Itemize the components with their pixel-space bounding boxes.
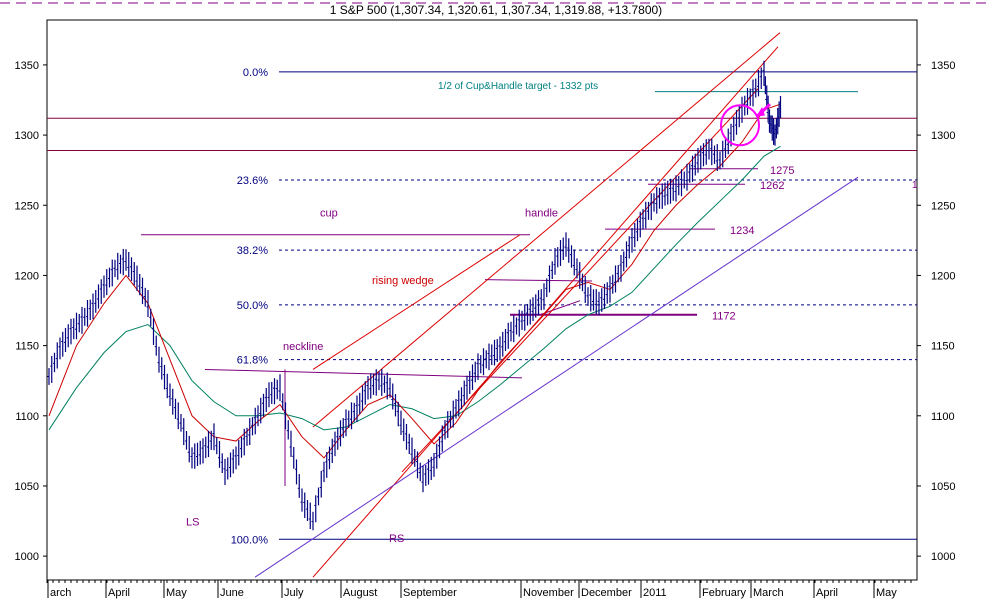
x-tick-label: November <box>523 587 574 599</box>
fib-label: 23.6% <box>237 175 268 187</box>
y-tick-label-right: 1350 <box>931 60 955 72</box>
x-tick-label: March <box>753 587 784 599</box>
y-tick-label-left: 1150 <box>15 341 39 353</box>
level-label: 1172 <box>712 311 736 323</box>
channel-upper <box>312 32 781 428</box>
long-trendline <box>254 176 859 578</box>
x-tick-label: April <box>816 587 838 599</box>
pointer-arrow-head <box>756 107 765 117</box>
y-tick-label-left: 1050 <box>15 481 39 493</box>
channel-upper-inner <box>312 234 521 370</box>
x-tick-label: July <box>284 587 304 599</box>
highlight-circle <box>720 104 760 147</box>
fib-label: 0.0% <box>243 67 268 79</box>
ma-fast-line <box>48 103 781 459</box>
fib-label: 100.0% <box>231 534 269 546</box>
x-tick-label: arch <box>50 587 71 599</box>
fib-label: 50.0% <box>237 300 268 312</box>
level-label: 1234 <box>730 225 754 237</box>
chart-title: 1 S&P 500 (1,307.34, 1,320.61, 1,307.34,… <box>330 3 662 17</box>
y-tick-label-right: 1300 <box>931 130 955 142</box>
x-tick-label: September <box>403 587 457 599</box>
rs-label: RS <box>389 533 404 545</box>
y-tick-label-left: 1200 <box>15 270 39 282</box>
y-tick-label-left: 1300 <box>15 130 39 142</box>
fib-label: 38.2% <box>237 245 268 257</box>
y-tick-label-right: 1000 <box>931 551 955 563</box>
ma-slow-line <box>48 145 781 431</box>
x-tick-label: April <box>108 587 130 599</box>
x-tick-label: May <box>876 587 897 599</box>
x-tick-label: May <box>166 587 187 599</box>
ls-label: LS <box>186 516 199 528</box>
y-tick-label-right: 1050 <box>931 481 955 493</box>
fib-label: 61.8% <box>237 355 268 367</box>
x-tick-label: 2011 <box>643 587 667 599</box>
plot-frame <box>46 19 918 581</box>
y-tick-label-left: 1350 <box>15 60 39 72</box>
wedge-line-top <box>484 279 593 282</box>
x-tick-label: December <box>581 587 632 599</box>
y-tick-label-right: 1100 <box>931 411 955 423</box>
channel-lower <box>312 46 779 578</box>
y-tick-label-left: 1000 <box>15 551 39 563</box>
y-tick-label-right: 1200 <box>931 270 955 282</box>
x-tick-label: February <box>702 587 747 599</box>
neckline-label: neckline <box>283 341 323 353</box>
x-tick-label: June <box>220 587 244 599</box>
handle-label: handle <box>525 207 558 219</box>
edge-label: 1 <box>912 180 918 191</box>
level-label: 1262 <box>760 180 784 192</box>
y-tick-label-left: 1100 <box>15 411 39 423</box>
target-label: 1/2 of Cup&Handle target - 1332 pts <box>438 81 598 92</box>
x-tick-label: August <box>343 587 377 599</box>
y-tick-label-right: 1150 <box>931 341 955 353</box>
y-tick-label-right: 1250 <box>931 200 955 212</box>
level-label: 1275 <box>770 165 794 177</box>
y-tick-label-left: 1250 <box>15 200 39 212</box>
cup-label: cup <box>320 207 338 219</box>
rising-wedge-label: rising wedge <box>372 275 434 287</box>
